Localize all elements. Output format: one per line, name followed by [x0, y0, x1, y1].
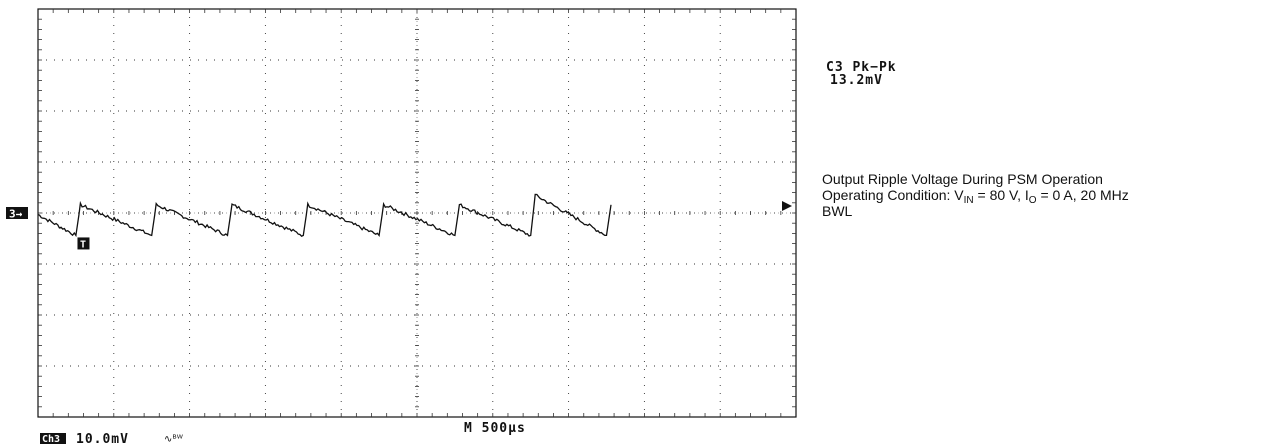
channel-label-box [40, 433, 66, 444]
scope-readouts: M 500µs Ch3 10.0mV ∿ᴮᵂ [40, 421, 526, 444]
vin-subscript: IN [963, 195, 974, 206]
graticule [37, 8, 797, 418]
trigger-marker: T [80, 239, 86, 250]
figure-annotation: Output Ripple Voltage During PSM Operati… [822, 171, 1262, 219]
timebase-readout: M 500µs [464, 421, 526, 436]
trigger-marker-box [77, 237, 90, 250]
measurement-value: 13.2mV [830, 73, 883, 88]
annotation-title: Output Ripple Voltage During PSM Operati… [822, 171, 1103, 187]
trigger-level-arrow [782, 201, 792, 211]
measurement-name: C3 Pk−Pk [826, 60, 897, 75]
io-subscript: O [1028, 195, 1037, 206]
measurement-readout: C3 Pk−Pk 13.2mV [826, 61, 897, 87]
annotation-bwl: BWL [822, 203, 853, 219]
vin-value: = 80 V, I [973, 187, 1029, 203]
cond-prefix: Operating Condition: V [822, 187, 964, 203]
bandwidth-limit-indicator: ∿ᴮᵂ [164, 434, 184, 444]
ripple-trace [37, 193, 612, 238]
channel-marker-box [6, 207, 28, 219]
volts-per-div-readout: 10.0mV [76, 432, 129, 444]
annotation-condition: Operating Condition: VIN = 80 V, IO = 0 … [822, 187, 1262, 206]
oscilloscope-screen: 3→ T M 500µs Ch3 10.0mV ∿ᴮᵂ [6, 8, 797, 444]
trace-markers: 3→ T [6, 201, 792, 250]
channel-marker: 3→ [9, 208, 23, 221]
io-value: = 0 A, 20 MHz [1036, 187, 1129, 203]
channel-label: Ch3 [42, 434, 60, 444]
